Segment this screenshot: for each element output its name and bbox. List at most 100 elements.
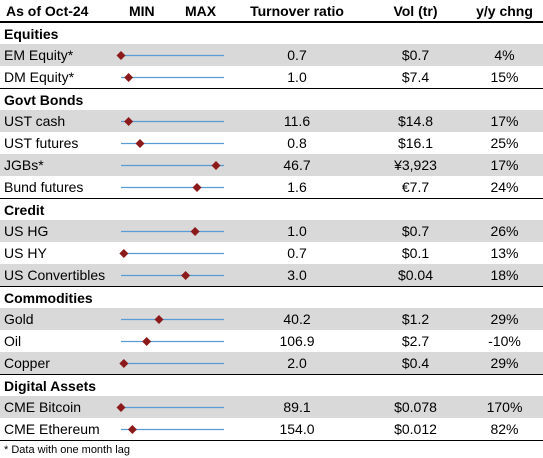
range-marker bbox=[211, 161, 221, 170]
row-name: US Convertibles bbox=[4, 267, 106, 283]
range-marker bbox=[142, 337, 152, 346]
row-name: UST futures bbox=[4, 135, 79, 151]
turnover-value: 3.0 bbox=[287, 267, 307, 283]
section-header-row: Credit bbox=[0, 198, 543, 220]
range-indicator bbox=[121, 227, 224, 236]
row-name: JGBs* bbox=[4, 157, 44, 173]
section-header-row: Govt Bonds bbox=[0, 88, 543, 110]
vol-value: $0.7 bbox=[401, 47, 430, 63]
range-marker bbox=[119, 359, 129, 368]
vol-value: $7.4 bbox=[401, 69, 430, 85]
yoy-value: 17% bbox=[490, 157, 519, 173]
row-name: CME Bitcoin bbox=[4, 399, 82, 415]
header-separator bbox=[0, 21, 543, 22]
range-marker bbox=[116, 51, 126, 60]
section-title: Commodities bbox=[4, 290, 93, 306]
range-indicator bbox=[121, 337, 224, 346]
section-title: Govt Bonds bbox=[4, 92, 84, 108]
turnover-value: 1.6 bbox=[287, 179, 307, 195]
turnover-value: 1.0 bbox=[287, 69, 307, 85]
table-row: UST cash 11.6 $14.8 17% bbox=[0, 110, 543, 132]
section-title: Credit bbox=[4, 202, 45, 218]
yoy-value: 26% bbox=[490, 223, 519, 239]
range-marker bbox=[135, 139, 145, 148]
row-name: US HY bbox=[4, 245, 47, 261]
vol-value: $0.012 bbox=[394, 421, 437, 437]
range-indicator bbox=[121, 139, 224, 148]
section-header-row: Digital Assets bbox=[0, 374, 543, 396]
table-row: CME Ethereum 154.0 $0.012 82% bbox=[0, 418, 543, 440]
range-marker bbox=[190, 227, 200, 236]
row-name: UST cash bbox=[4, 113, 66, 129]
range-indicator bbox=[116, 403, 224, 412]
yoy-header: y/y chng bbox=[476, 3, 533, 19]
section-title: Digital Assets bbox=[4, 378, 97, 394]
vol-value: $0.078 bbox=[394, 399, 437, 415]
vol-value: $14.8 bbox=[397, 113, 434, 129]
vol-value: $16.1 bbox=[397, 135, 434, 151]
range-marker bbox=[116, 403, 126, 412]
vol-value: $0.04 bbox=[397, 267, 434, 283]
table-row: JGBs* 46.7 ¥3,923 17% bbox=[0, 154, 543, 176]
footnote: * Data with one month lag bbox=[4, 444, 130, 456]
yoy-value: 13% bbox=[490, 245, 519, 261]
yoy-value: -10% bbox=[488, 333, 521, 349]
row-name: Gold bbox=[4, 311, 34, 327]
range-indicator bbox=[121, 183, 224, 192]
table-row: Oil 106.9 $2.7 -10% bbox=[0, 330, 543, 352]
range-indicator bbox=[119, 249, 224, 258]
yoy-value: 25% bbox=[490, 135, 519, 151]
yoy-value: 17% bbox=[490, 113, 519, 129]
row-name: EM Equity* bbox=[4, 47, 74, 63]
vol-value: $1.2 bbox=[401, 311, 430, 327]
range-marker bbox=[154, 315, 164, 324]
yoy-value: 29% bbox=[490, 311, 519, 327]
table-row: Bund futures 1.6 €7.7 24% bbox=[0, 176, 543, 198]
turnover-header: Turnover ratio bbox=[250, 3, 344, 19]
turnover-value: 106.9 bbox=[279, 333, 315, 349]
range-indicator bbox=[121, 425, 224, 434]
row-name: Oil bbox=[4, 333, 22, 349]
section-title: Equities bbox=[4, 26, 59, 42]
range-indicator bbox=[119, 359, 224, 368]
table-row: CME Bitcoin 89.1 $0.078 170% bbox=[0, 396, 543, 418]
turnover-value: 0.7 bbox=[287, 47, 307, 63]
range-indicator bbox=[116, 51, 224, 60]
yoy-value: 170% bbox=[486, 399, 523, 415]
row-name: DM Equity* bbox=[4, 69, 75, 85]
table-row: DM Equity* 1.0 $7.4 15% bbox=[0, 66, 543, 88]
as-of-label: As of Oct-24 bbox=[6, 3, 89, 19]
vol-value: €7.7 bbox=[401, 179, 430, 195]
range-indicator bbox=[121, 271, 224, 280]
turnover-value: 11.6 bbox=[283, 113, 311, 129]
table-row: US HG 1.0 $0.7 26% bbox=[0, 220, 543, 242]
vol-value: $2.7 bbox=[401, 333, 430, 349]
turnover-value: 0.7 bbox=[287, 245, 307, 261]
turnover-value: 89.1 bbox=[283, 399, 311, 415]
turnover-value: 154.0 bbox=[279, 421, 315, 437]
turnover-value: 2.0 bbox=[287, 355, 307, 371]
range-marker bbox=[124, 117, 134, 126]
range-marker bbox=[119, 249, 129, 258]
row-name: Copper bbox=[4, 355, 50, 371]
section-header-row: Commodities bbox=[0, 286, 543, 308]
yoy-value: 4% bbox=[494, 47, 515, 63]
table-row: US Convertibles 3.0 $0.04 18% bbox=[0, 264, 543, 286]
table-row: EM Equity* 0.7 $0.7 4% bbox=[0, 44, 543, 66]
yoy-value: 24% bbox=[490, 179, 519, 195]
range-marker bbox=[127, 425, 137, 434]
vol-value: $0.7 bbox=[401, 223, 430, 239]
section-header-row: Equities bbox=[0, 22, 543, 44]
table-row: UST futures 0.8 $16.1 25% bbox=[0, 132, 543, 154]
vol-header: Vol (tr) bbox=[393, 3, 438, 19]
max-label: MAX bbox=[185, 3, 217, 19]
range-marker bbox=[124, 73, 134, 82]
min-label: MIN bbox=[129, 3, 155, 19]
range-indicator bbox=[121, 161, 224, 170]
row-name: US HG bbox=[4, 223, 49, 239]
vol-value: $0.4 bbox=[401, 355, 430, 371]
table-row: Copper 2.0 $0.4 29% bbox=[0, 352, 543, 374]
header-row: As of Oct-24 MIN MAX Turnover ratio Vol … bbox=[0, 0, 543, 22]
yoy-value: 18% bbox=[490, 267, 519, 283]
turnover-value: 1.0 bbox=[287, 223, 307, 239]
